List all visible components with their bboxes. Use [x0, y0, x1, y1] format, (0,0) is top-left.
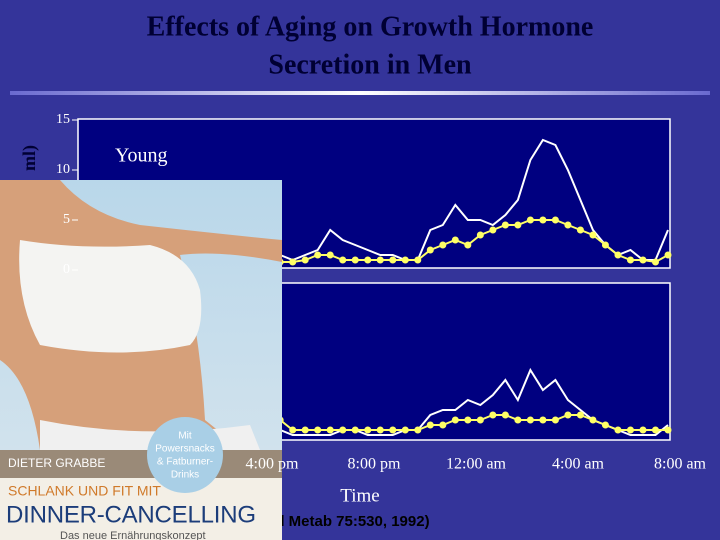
data-point — [376, 256, 384, 264]
data-point — [351, 426, 359, 434]
data-point — [576, 226, 584, 234]
author-band — [0, 450, 282, 478]
x-tick-label: 4:00 am — [552, 456, 605, 473]
data-point — [501, 221, 509, 229]
data-point — [414, 426, 422, 434]
data-point — [476, 231, 484, 239]
data-point — [464, 416, 472, 424]
data-point — [364, 256, 372, 264]
x-axis-label: Time — [340, 485, 379, 506]
data-point — [414, 256, 422, 264]
data-point — [389, 426, 397, 434]
x-tick-label: 8:00 am — [654, 456, 707, 473]
data-point — [426, 421, 434, 429]
badge — [147, 417, 223, 493]
data-point — [539, 216, 547, 224]
x-tick-label: 4:00 pm — [246, 456, 299, 473]
data-point — [514, 416, 522, 424]
data-point — [651, 426, 659, 434]
data-point — [601, 421, 609, 429]
data-point — [314, 251, 322, 259]
data-point — [614, 251, 622, 259]
data-point — [364, 426, 372, 434]
data-point — [401, 256, 409, 264]
y-tick-label: 5 — [63, 212, 70, 227]
book-title: DINNER-CANCELLING — [6, 501, 256, 528]
data-point — [351, 256, 359, 264]
x-tick-label: 12:00 am — [446, 456, 507, 473]
data-point — [601, 241, 609, 249]
title: Effects of Aging on Growth Hormone — [147, 11, 594, 42]
data-point — [401, 426, 409, 434]
data-point — [389, 256, 397, 264]
data-point — [639, 256, 647, 264]
data-point — [426, 246, 434, 254]
book-subtitle: Das neue Ernährungskonzept — [60, 530, 206, 540]
data-point — [489, 226, 497, 234]
data-point — [589, 231, 597, 239]
data-point — [489, 411, 497, 419]
data-point — [439, 241, 447, 249]
data-point — [664, 251, 672, 259]
badge-line: Mit — [178, 431, 192, 442]
data-point — [451, 236, 459, 244]
title-rule — [10, 91, 710, 95]
data-point — [551, 416, 559, 424]
data-point — [326, 426, 334, 434]
data-point — [451, 416, 459, 424]
book-author: DIETER GRABBE — [8, 456, 105, 470]
data-point — [289, 426, 297, 434]
panel-label: Young — [115, 145, 167, 167]
data-point — [289, 258, 297, 266]
data-point — [514, 221, 522, 229]
source: nol Metab 75:530, 1992) — [262, 513, 430, 530]
book-tagline: SCHLANK UND FIT MIT — [8, 483, 161, 499]
data-point — [464, 241, 472, 249]
book-cover: Mit Powersnacks & Fatburner- Drinks DIET… — [0, 180, 282, 540]
data-point — [626, 256, 634, 264]
data-point — [339, 256, 347, 264]
data-point — [301, 256, 309, 264]
data-point — [476, 416, 484, 424]
data-point — [564, 411, 572, 419]
data-point — [551, 216, 559, 224]
title-band — [0, 478, 282, 540]
data-point — [439, 421, 447, 429]
data-point — [589, 416, 597, 424]
data-point — [576, 411, 584, 419]
y-axis-label: ml) — [19, 145, 40, 171]
data-point — [651, 258, 659, 266]
data-point — [301, 426, 309, 434]
data-point — [314, 426, 322, 434]
data-point — [639, 426, 647, 434]
data-point — [526, 416, 534, 424]
badge-line: & Fatburner- — [157, 457, 213, 468]
subtitle: Secretion in Men — [268, 49, 472, 80]
data-point — [376, 426, 384, 434]
data-point — [339, 426, 347, 434]
figure-top — [19, 240, 202, 353]
data-point — [501, 411, 509, 419]
y-tick-label: 15 — [56, 112, 70, 127]
x-tick-label: 8:00 pm — [348, 456, 401, 473]
badge-line: Drinks — [171, 470, 199, 481]
data-point — [614, 426, 622, 434]
data-point — [626, 426, 634, 434]
y-tick-label: 10 — [56, 162, 70, 177]
data-point — [326, 251, 334, 259]
data-point — [539, 416, 547, 424]
badge-line: Powersnacks — [155, 444, 214, 455]
data-point — [564, 221, 572, 229]
data-point — [664, 426, 672, 434]
y-tick-label: 0 — [63, 262, 70, 277]
data-point — [526, 216, 534, 224]
